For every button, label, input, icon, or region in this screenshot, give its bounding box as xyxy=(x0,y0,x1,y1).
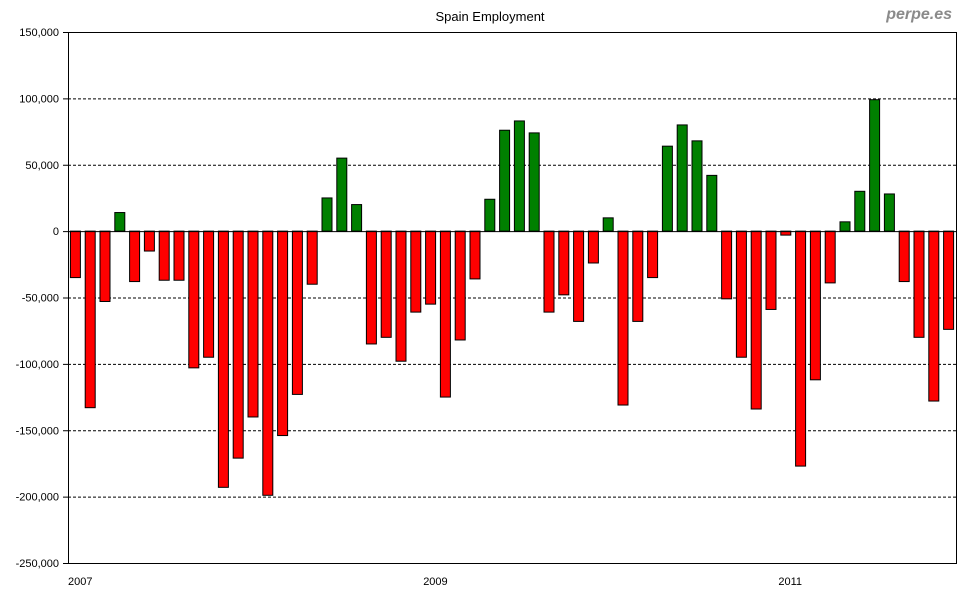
bar xyxy=(602,217,614,232)
bar xyxy=(291,230,303,395)
bar xyxy=(706,174,718,232)
bar xyxy=(232,230,244,459)
bar xyxy=(661,145,673,232)
bar xyxy=(839,221,851,232)
bar xyxy=(203,230,215,358)
bar xyxy=(351,204,363,232)
bar xyxy=(158,230,170,281)
bar xyxy=(943,230,955,330)
bar xyxy=(454,230,466,341)
bar xyxy=(898,230,910,283)
bar xyxy=(499,129,511,232)
bar xyxy=(913,230,925,338)
bar xyxy=(143,230,155,252)
bar xyxy=(114,212,126,232)
bar xyxy=(854,190,866,232)
y-tick-label: -100,000 xyxy=(16,359,59,371)
bar xyxy=(543,230,555,313)
bar xyxy=(691,140,703,232)
bar xyxy=(809,230,821,381)
bar xyxy=(69,230,81,279)
watermark: perpe.es xyxy=(886,6,952,23)
bar xyxy=(587,230,599,264)
plot-frame xyxy=(68,32,957,564)
y-tick-label: 0 xyxy=(53,226,59,238)
bar xyxy=(129,230,141,283)
bar xyxy=(750,230,762,410)
bar xyxy=(721,230,733,300)
bar xyxy=(513,120,525,232)
y-tick-label: -150,000 xyxy=(16,425,59,437)
y-tick-label: -250,000 xyxy=(16,558,59,570)
bar xyxy=(869,99,881,232)
bar xyxy=(883,193,895,232)
bar xyxy=(262,230,274,496)
bar xyxy=(277,230,289,437)
bar xyxy=(676,124,688,232)
x-tick-label: 2011 xyxy=(778,576,802,588)
bar xyxy=(647,230,659,279)
bar xyxy=(217,230,229,488)
bar xyxy=(410,230,422,313)
bar xyxy=(306,230,318,285)
bar xyxy=(439,230,451,398)
bar xyxy=(173,230,185,281)
bar xyxy=(469,230,481,280)
bar xyxy=(528,132,540,232)
y-tick-label: 150,000 xyxy=(19,27,59,39)
chart-title: Spain Employment xyxy=(435,9,545,24)
bar xyxy=(735,230,747,358)
bar xyxy=(380,230,392,338)
bar xyxy=(188,230,200,369)
y-tick-label: -50,000 xyxy=(22,293,59,305)
bar xyxy=(795,230,807,467)
y-tick-label: 100,000 xyxy=(19,93,59,105)
bar xyxy=(928,230,940,402)
bar xyxy=(365,230,377,345)
x-tick-label: 2009 xyxy=(423,576,447,588)
bar xyxy=(99,230,111,302)
bar xyxy=(558,230,570,296)
bar xyxy=(425,230,437,305)
bar xyxy=(765,230,777,310)
bar xyxy=(84,230,96,409)
bar xyxy=(484,198,496,232)
bar xyxy=(573,230,585,322)
bar xyxy=(632,230,644,322)
bar xyxy=(824,230,836,284)
bar xyxy=(247,230,259,418)
bar xyxy=(395,230,407,362)
x-tick-label: 2007 xyxy=(68,576,92,588)
y-tick-label: 50,000 xyxy=(25,160,59,172)
bar xyxy=(321,197,333,232)
bar xyxy=(336,157,348,232)
y-tick-label: -200,000 xyxy=(16,492,59,504)
bar xyxy=(617,230,629,406)
